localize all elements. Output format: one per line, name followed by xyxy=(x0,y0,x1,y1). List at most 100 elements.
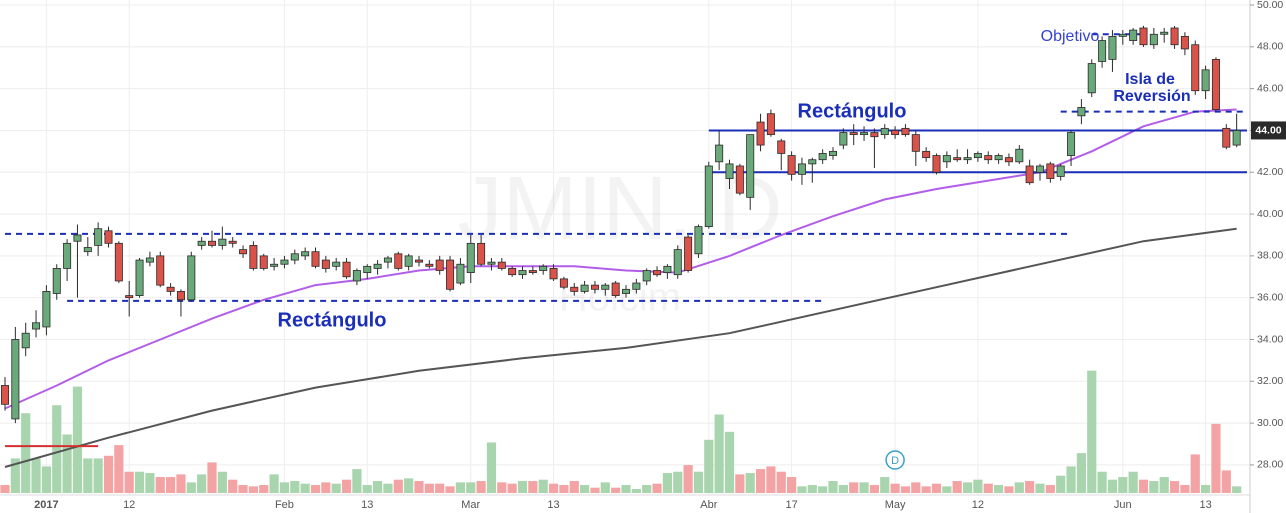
candle-body xyxy=(114,242,123,282)
candle-body xyxy=(187,255,196,301)
candle-body xyxy=(456,263,465,284)
candle-body xyxy=(942,155,951,163)
volume-bar xyxy=(321,482,331,493)
x-tick-label: May xyxy=(885,499,906,511)
candle-body xyxy=(311,251,320,267)
annotation: Rectángulo xyxy=(278,309,387,331)
candle-body xyxy=(1036,165,1045,173)
candle-body xyxy=(653,270,662,276)
candle-body xyxy=(715,144,724,163)
volume-bar xyxy=(952,481,962,493)
candle-body xyxy=(559,278,568,288)
volume-bar xyxy=(476,481,486,493)
volume-bar xyxy=(1201,485,1211,493)
volume-bar xyxy=(1107,479,1118,493)
plot-area: JMIN, D Holcim xyxy=(0,0,1250,495)
volume-bar xyxy=(962,482,973,493)
candle-body xyxy=(963,157,972,161)
volume-bar xyxy=(248,486,258,493)
candle-body xyxy=(756,121,765,146)
candle-body xyxy=(725,163,734,179)
volume-bar xyxy=(994,485,1004,493)
volume-bar xyxy=(528,481,538,493)
candle-body xyxy=(1077,107,1086,117)
candle-body xyxy=(694,226,703,255)
candle-body xyxy=(984,155,993,161)
volume-bar xyxy=(414,481,424,493)
candle-body xyxy=(632,282,641,290)
volume-bar xyxy=(197,474,207,493)
x-tick-label: 12 xyxy=(972,499,984,511)
candle-body xyxy=(911,134,920,152)
candle-body xyxy=(1067,132,1076,156)
volume-bar xyxy=(404,478,414,493)
volume-bar xyxy=(921,486,931,493)
candle-body xyxy=(1232,130,1241,146)
annotation: Rectángulo xyxy=(798,100,907,122)
y-tick-label: 36.00 xyxy=(1257,291,1283,303)
volume-bar xyxy=(1159,477,1169,493)
candle-body xyxy=(994,155,1003,161)
candle-body xyxy=(145,257,154,263)
volume-bar xyxy=(683,465,693,493)
volume-bar xyxy=(880,477,890,493)
volume-bar xyxy=(52,405,62,493)
candle-body xyxy=(166,286,175,292)
candle-body xyxy=(301,251,310,257)
volume-bar xyxy=(818,486,828,493)
volume-bar xyxy=(435,483,445,493)
candle-body xyxy=(290,253,299,261)
candle-body xyxy=(249,245,258,269)
candle-body xyxy=(32,322,41,330)
candle-body xyxy=(414,259,423,263)
volume-bar xyxy=(352,469,362,493)
candle-body xyxy=(73,234,82,242)
candle-body xyxy=(684,236,693,271)
candle-body xyxy=(497,261,506,269)
volume-bar xyxy=(911,482,921,493)
volume-bar xyxy=(1066,466,1076,493)
candle-body xyxy=(932,155,941,173)
candle-body xyxy=(922,150,931,159)
volume-bar xyxy=(1169,481,1180,493)
volume-bar xyxy=(259,485,269,493)
candle-body xyxy=(63,242,72,269)
volume-bar xyxy=(362,485,372,493)
volume-bar xyxy=(72,386,83,493)
candle-body xyxy=(570,286,579,292)
candle-body xyxy=(1180,35,1189,50)
candle-body xyxy=(528,270,537,273)
last-price-box xyxy=(1251,121,1286,140)
y-tick-label: 48.00 xyxy=(1257,41,1283,53)
candle-body xyxy=(207,240,216,246)
candle-body xyxy=(1191,44,1200,92)
volume-bar xyxy=(787,477,797,493)
candle-body xyxy=(0,385,9,405)
y-tick-label: 28.00 xyxy=(1257,459,1283,471)
volume-bar xyxy=(207,462,217,493)
volume-bar xyxy=(331,483,341,493)
volume-bar xyxy=(662,473,672,493)
volume-bar xyxy=(1097,471,1107,493)
candle-body xyxy=(52,268,61,294)
candle-body xyxy=(580,284,589,292)
candle-body xyxy=(1056,165,1065,177)
volume-bar xyxy=(155,477,165,493)
y-tick-label: 38.00 xyxy=(1257,250,1283,262)
volume-bar xyxy=(714,414,724,493)
volume-bar xyxy=(228,479,238,493)
volume-bar xyxy=(10,458,20,493)
volume-bar xyxy=(238,485,248,493)
candle-body xyxy=(1160,31,1169,35)
candle-body xyxy=(332,261,341,267)
volume-bar xyxy=(145,473,155,493)
volume-bar xyxy=(973,479,983,493)
x-tick-label: 17 xyxy=(785,499,797,511)
volume-bar xyxy=(1211,423,1221,493)
volume-bar xyxy=(849,482,859,493)
candle-body xyxy=(342,261,351,278)
volume-bar xyxy=(942,486,952,493)
candle-body xyxy=(735,165,744,194)
volume-bar xyxy=(983,483,993,493)
